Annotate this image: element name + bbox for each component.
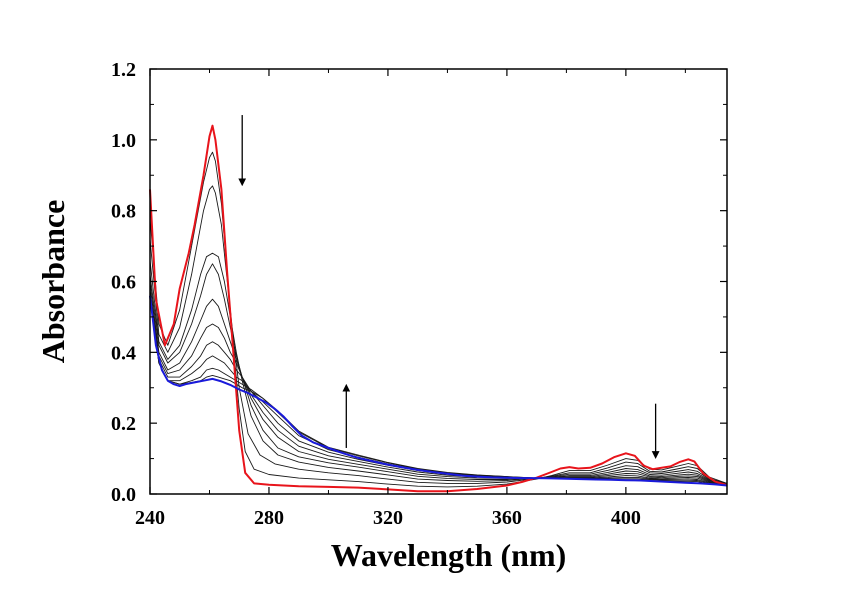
x-tick-label: 400: [611, 507, 641, 529]
series-line-2: [149, 185, 728, 484]
y-axis-title: Absorbance: [35, 200, 71, 364]
x-tick-label: 320: [373, 507, 403, 529]
series-line-3: [149, 252, 728, 484]
y-tick-label: 0.8: [111, 201, 136, 223]
ticks-layer: 240 280 320 360 400 0.0 0.2 0.4 0.6 0.8 1.0 1.2: [111, 59, 727, 529]
x-tick-label: 280: [254, 507, 284, 529]
y-tick-label: 1.2: [111, 59, 136, 81]
annotation-layer: [238, 115, 660, 459]
plot-frame: [149, 68, 728, 495]
series-line-9: [149, 295, 728, 486]
series-layer: [149, 124, 728, 493]
x-tick-label: 240: [135, 507, 165, 529]
series-line-4: [149, 263, 728, 485]
series-line-5: [149, 281, 728, 485]
series-initial-line: [149, 124, 728, 493]
series-line-1: [149, 151, 728, 488]
series-final-line: [149, 295, 728, 487]
x-tick-label: 360: [492, 507, 522, 529]
y-tick-label: 1.0: [111, 130, 136, 152]
x-axis-title: Wavelength (nm): [331, 537, 567, 573]
y-tick-label: 0.4: [111, 342, 136, 364]
y-tick-label: 0.0: [111, 484, 136, 506]
y-tick-label: 0.6: [111, 272, 136, 294]
series-line-6: [149, 288, 728, 485]
y-tick-label: 0.2: [111, 413, 136, 435]
